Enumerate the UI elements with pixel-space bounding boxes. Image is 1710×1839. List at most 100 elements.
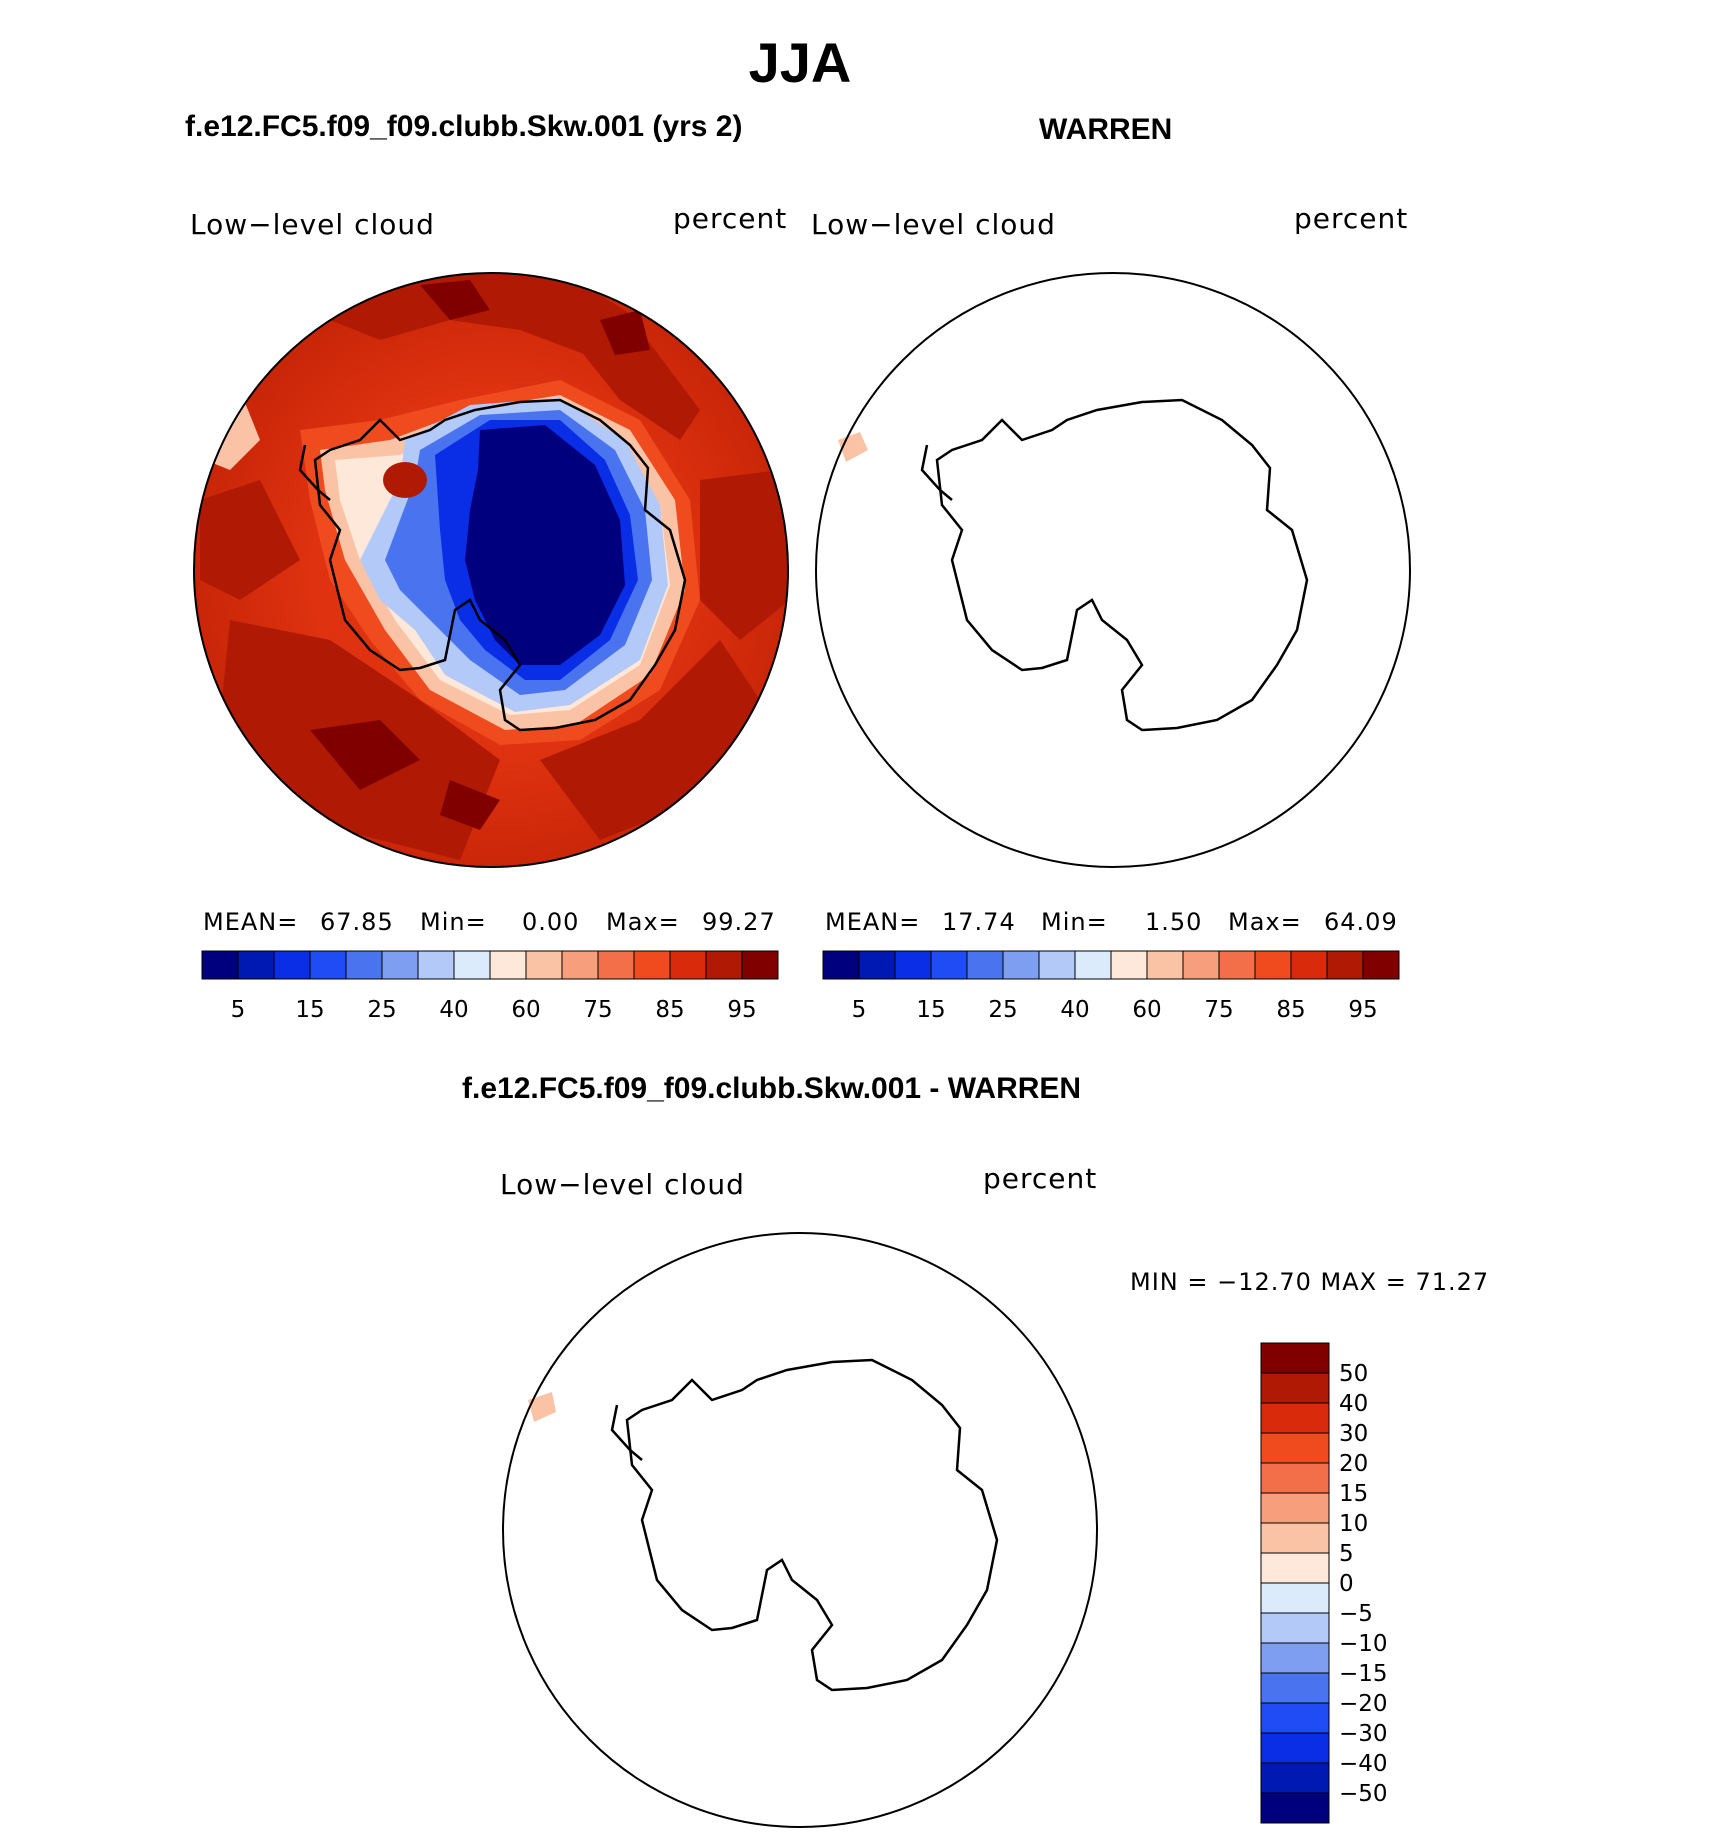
panel2-colorbar-swatch <box>1038 950 1076 980</box>
panel2-variable-label: Low−level cloud <box>811 208 1056 241</box>
diff-colorbar-tick-label: 50 <box>1339 1361 1368 1387</box>
panel1-colorbar-tick-label: 25 <box>367 997 396 1023</box>
panel1-colorbar-tick-label: 5 <box>231 997 246 1023</box>
diff-colorbar-swatch <box>1260 1582 1330 1614</box>
panel2-colorbar-swatch <box>858 950 896 980</box>
panel1-mean-label: MEAN= <box>203 908 299 936</box>
diff-colorbar-swatch <box>1260 1792 1330 1824</box>
diff-colorbar-swatch <box>1260 1612 1330 1644</box>
diff-case-title: f.e12.FC5.f09_f09.clubb.Skw.001 - WARREN <box>462 1072 1082 1105</box>
panel2-units-label: percent <box>1294 202 1409 235</box>
panel2-min-value: 1.50 <box>1145 908 1203 936</box>
panel2-colorbar-swatch <box>1218 950 1256 980</box>
diff-colorbar-swatch <box>1260 1672 1330 1704</box>
diff-colorbar-tick-label: 10 <box>1339 1511 1368 1537</box>
panel1-map-border <box>193 272 789 868</box>
panel1-colorbar-swatch <box>273 950 311 980</box>
panel2-antarctica-outline <box>935 398 1309 732</box>
panel2-colorbar-swatch <box>1326 950 1364 980</box>
main-title: JJA <box>748 31 852 94</box>
panel2-colorbar-swatch <box>966 950 1004 980</box>
panel2-mean-label: MEAN= <box>825 908 921 936</box>
panel1-variable-label: Low−level cloud <box>190 208 435 241</box>
panel1-colorbar-tick-label: 60 <box>511 997 540 1023</box>
panel1-colorbar: 5 15 25 40 60 75 85 95 <box>201 950 779 1023</box>
panel1-map <box>193 272 789 868</box>
panel1-peninsula-outline <box>298 444 331 501</box>
diff-colorbar-tick-label: 30 <box>1339 1421 1368 1447</box>
diff-colorbar-swatch <box>1260 1642 1330 1674</box>
panel2-min-label: Min= <box>1041 908 1108 936</box>
panel2-map <box>815 272 1411 868</box>
diff-colorbar-swatch <box>1260 1402 1330 1434</box>
panel2-case-title: WARREN <box>1039 113 1173 146</box>
panel1-red-spot <box>383 462 427 498</box>
panel1-case-title: f.e12.FC5.f09_f09.clubb.Skw.001 (yrs 2) <box>185 110 743 143</box>
diff-map <box>502 1232 1098 1828</box>
panel2-colorbar-tick-label: 85 <box>1276 997 1305 1023</box>
panel2-colorbar-swatch <box>1074 950 1112 980</box>
panel2-mean-value: 17.74 <box>942 908 1016 936</box>
diff-variable-label: Low−level cloud <box>500 1168 745 1201</box>
panel1-colorbar-swatch <box>345 950 383 980</box>
diff-colorbar-swatch <box>1260 1462 1330 1494</box>
diff-antarctica-outline <box>625 1358 999 1692</box>
panel2-colorbar-swatch <box>1002 950 1040 980</box>
panel1-mean-value: 67.85 <box>320 908 394 936</box>
panel2-colorbar-tick-label: 60 <box>1132 997 1161 1023</box>
panel2-colorbar-tick-label: 25 <box>988 997 1017 1023</box>
diff-colorbar-swatch <box>1260 1492 1330 1524</box>
panel2-colorbar-tick-label: 95 <box>1348 997 1377 1023</box>
diff-peninsula-outline <box>610 1404 643 1461</box>
panel2-colorbar-tick-label: 75 <box>1204 997 1233 1023</box>
panel1-colorbar-tick-label: 85 <box>655 997 684 1023</box>
panel2-colorbar-tick-label: 15 <box>916 997 945 1023</box>
diff-colorbar-swatch <box>1260 1342 1330 1374</box>
diff-colorbar-tick-label: 0 <box>1339 1571 1354 1597</box>
diff-colorbar-tick-label: −10 <box>1339 1631 1388 1657</box>
panel1-colorbar-swatch <box>417 950 455 980</box>
diff-colorbar-swatch <box>1260 1522 1330 1554</box>
diff-colorbar-swatch <box>1260 1762 1330 1794</box>
panel1-colorbar-swatch <box>633 950 671 980</box>
panel1-colorbar-swatch <box>453 950 491 980</box>
diff-colorbar-swatch <box>1260 1732 1330 1764</box>
panel2-colorbar-swatch <box>1182 950 1220 980</box>
diff-units-label: percent <box>983 1162 1098 1195</box>
panel2-colorbar-swatch <box>894 950 932 980</box>
diff-colorbar-swatch <box>1260 1702 1330 1734</box>
panel2-colorbar-tick-label: 5 <box>852 997 867 1023</box>
panel1-colorbar-swatch <box>741 950 779 980</box>
diff-colorbar-tick-label: 15 <box>1339 1481 1368 1507</box>
panel1-antarctica-outline <box>313 398 687 732</box>
panel1-units-label: percent <box>673 202 788 235</box>
panel1-colorbar-tick-label: 75 <box>583 997 612 1023</box>
diff-colorbar-tick-label: −50 <box>1339 1781 1388 1807</box>
panel2-colorbar-swatch <box>1110 950 1148 980</box>
panel2-colorbar-swatch <box>930 950 968 980</box>
diff-colorbar-tick-label: 40 <box>1339 1391 1368 1417</box>
diff-minmax: MIN = −12.70 MAX = 71.27 <box>1130 1268 1490 1296</box>
diff-colorbar-tick-label: 5 <box>1339 1541 1354 1567</box>
panel2-colorbar-swatch <box>1146 950 1184 980</box>
panel2-colorbar: 5 15 25 40 60 75 85 95 <box>822 950 1400 1023</box>
panel1-colorbar-swatch <box>489 950 527 980</box>
panel1-colorbar-swatch <box>381 950 419 980</box>
panel2-colorbar-tick-label: 40 <box>1060 997 1089 1023</box>
panel1-colorbar-swatch <box>597 950 635 980</box>
diff-colorbar-tick-label: −40 <box>1339 1751 1388 1777</box>
panel1-min-label: Min= <box>420 908 487 936</box>
panel2-colorbar-swatch <box>1362 950 1400 980</box>
panel1-colorbar-swatch <box>237 950 275 980</box>
panel1-colorbar-swatch <box>705 950 743 980</box>
panel2-max-value: 64.09 <box>1324 908 1398 936</box>
panel2-colorbar-swatch <box>1290 950 1328 980</box>
panel2-max-label: Max= <box>1228 908 1302 936</box>
panel1-colorbar-tick-label: 40 <box>439 997 468 1023</box>
panel2-colorbar-swatch <box>1254 950 1292 980</box>
diff-colorbar-tick-label: 20 <box>1339 1451 1368 1477</box>
panel1-colorbar-swatch <box>309 950 347 980</box>
panel1-colorbar-swatch <box>669 950 707 980</box>
panel2-map-border <box>815 272 1411 868</box>
